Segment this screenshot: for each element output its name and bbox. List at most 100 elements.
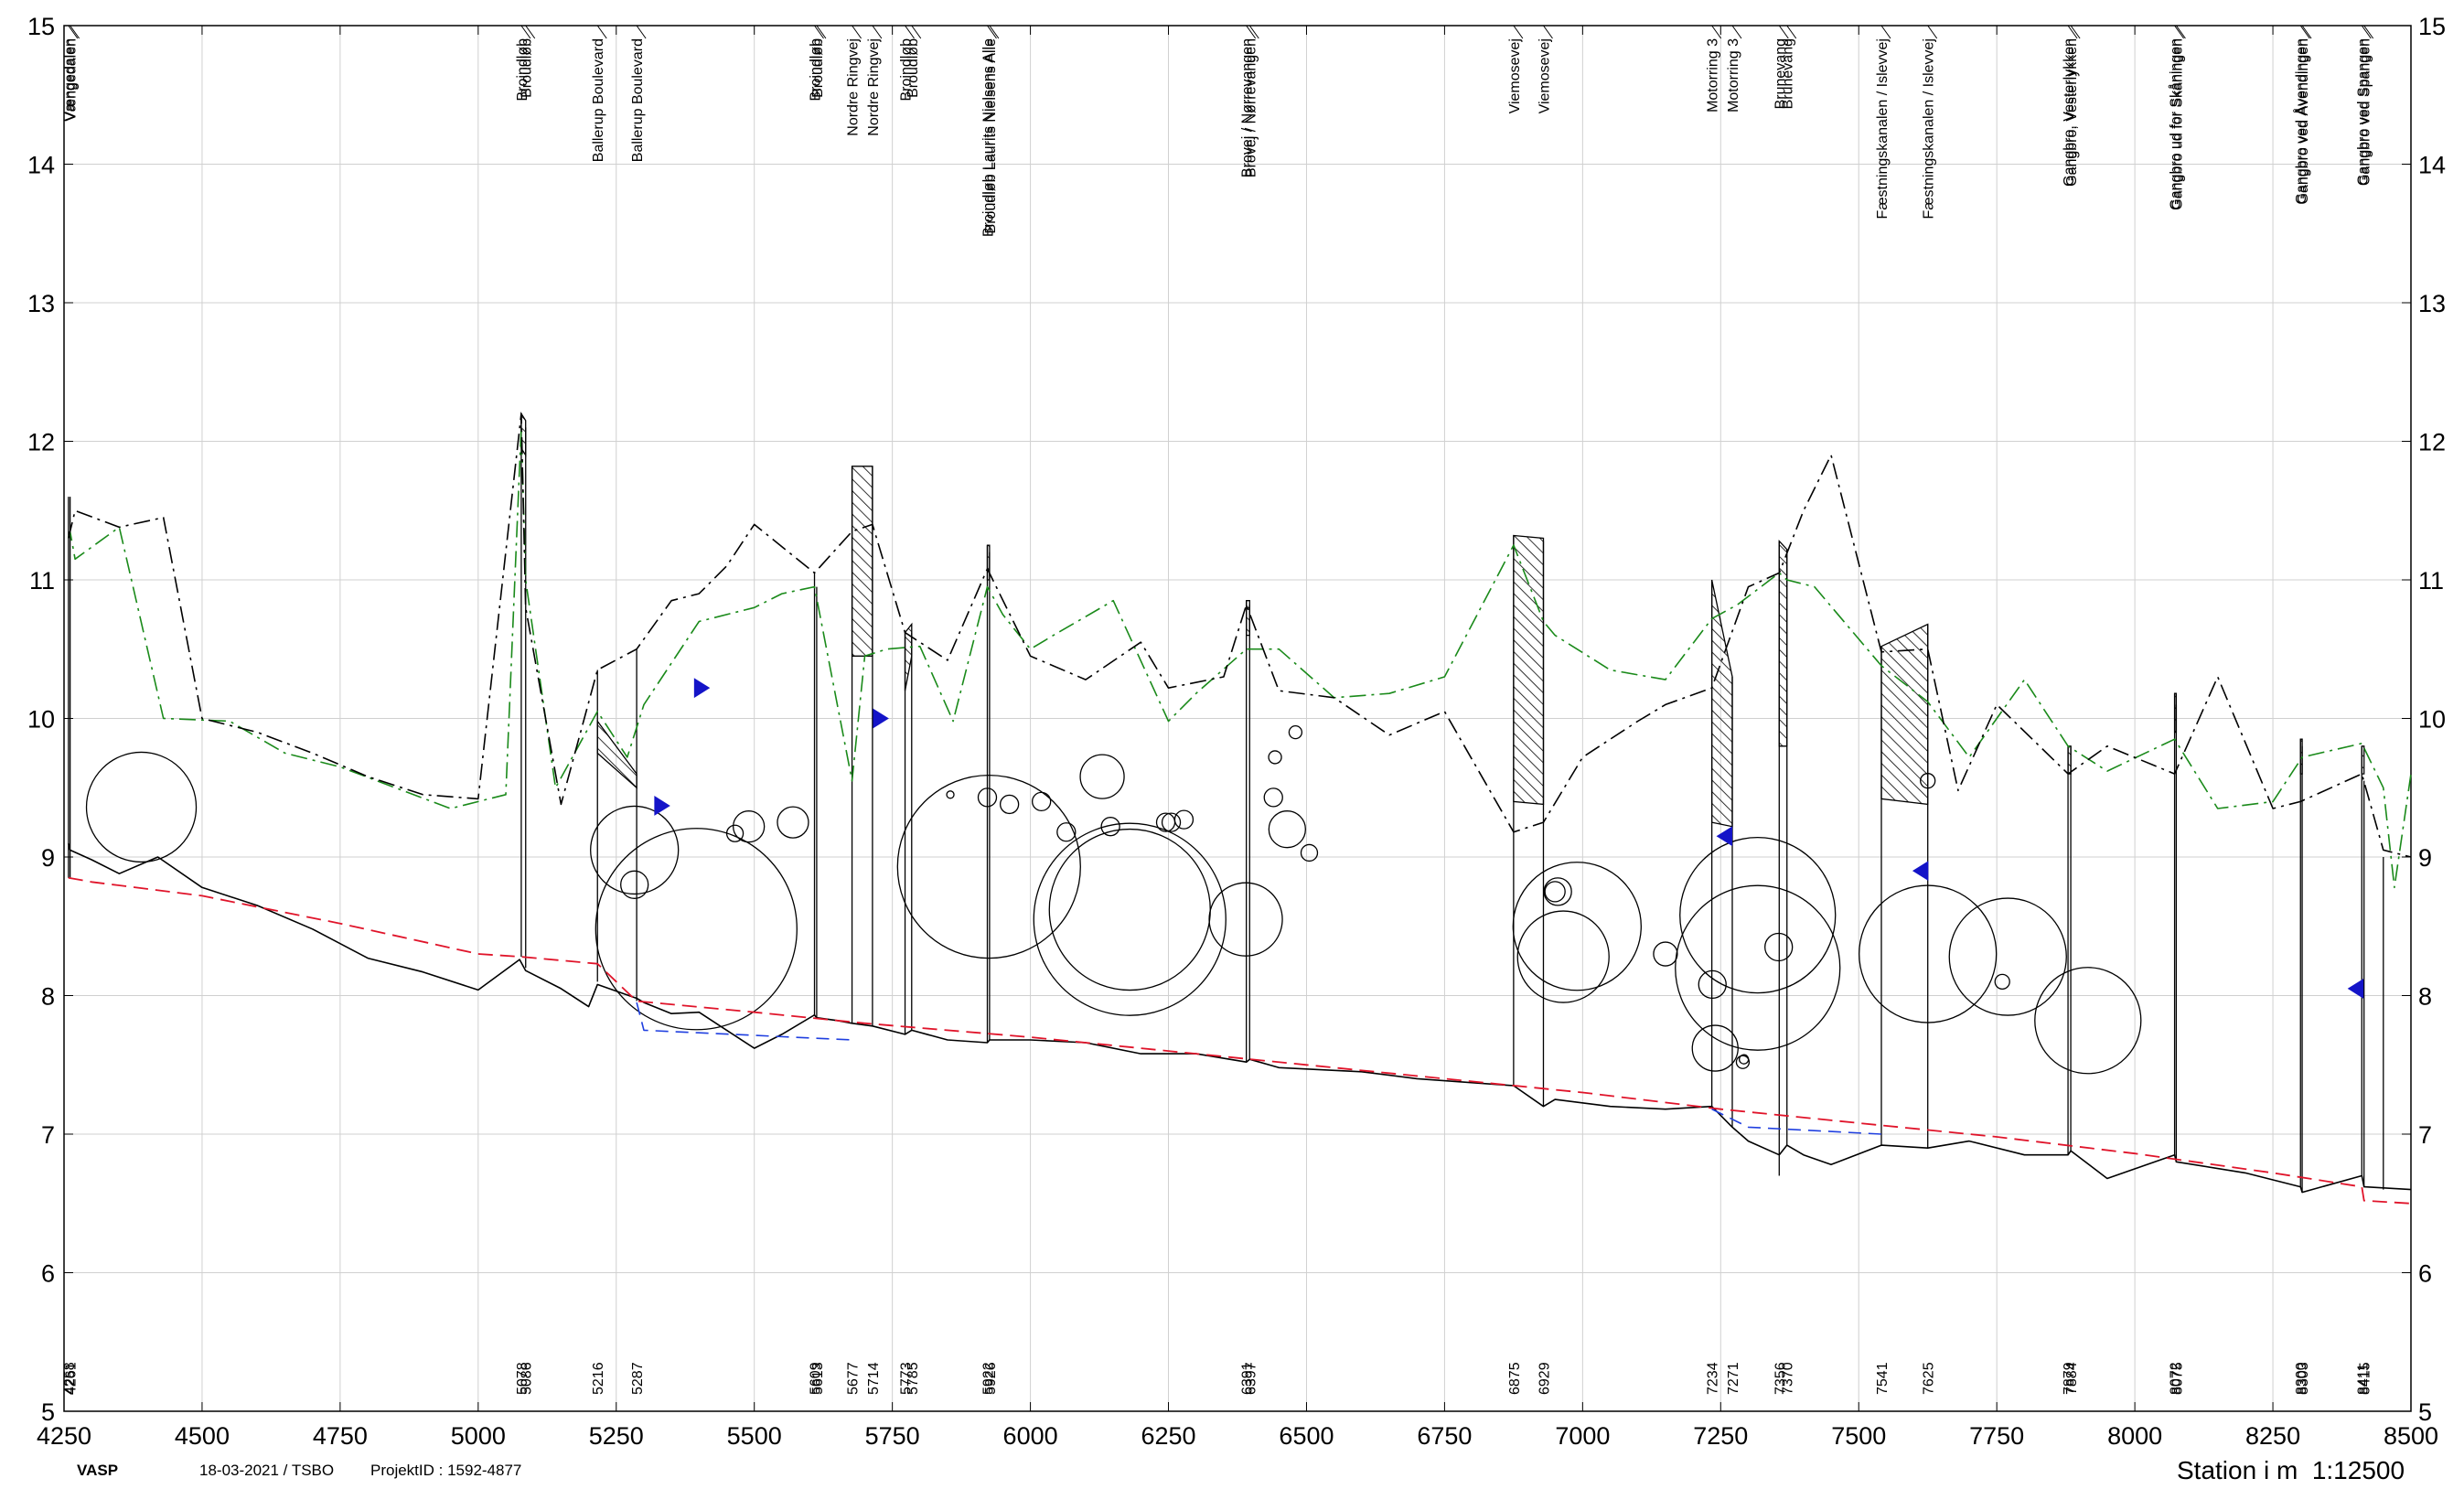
street-label-leader [70,25,80,39]
station-label: 5922 [980,1362,996,1395]
station-label: 4258 [62,1362,78,1395]
y-tick-label-left: 13 [27,290,55,317]
station-label: 5216 [591,1362,606,1395]
water-level-marker [654,796,670,816]
street-label: Gangbro, Vesterlykken [2064,38,2080,187]
hatched-area [2173,692,2178,734]
street-label: Nordre Ringvej [866,38,882,136]
pipe-circle [733,810,766,843]
street-label-leader [852,25,862,39]
street-label: Brovej / Nørrevangen [1243,38,1259,177]
street-label: Viemosevej [1507,38,1523,113]
axis-tick-labels: 4250 4500 4750 5000 5250 5500 5750 6000 6250 6500… [27,13,2446,1450]
y-tick-label-left: 14 [27,152,55,179]
pipe-circle [1155,812,1176,832]
x-tick-label: 6250 [1141,1422,1195,1450]
street-label-leader [911,25,922,39]
station-label: 5926 [983,1362,999,1395]
street-label-leader [816,25,827,39]
pipe-circle [1288,725,1303,740]
y-tick-label-right: 8 [2418,983,2432,1011]
street-label: Broudløb [905,38,921,98]
hatched-area [1246,600,1250,637]
pipe-circle [1994,973,2010,990]
station-label: 6929 [1537,1362,1552,1395]
x-tick-label: 6500 [1279,1422,1334,1450]
y-tick-label-right: 13 [2418,290,2446,317]
pipe-circle [1516,910,1610,1003]
pipe-circle [1173,809,1195,830]
street-label-leader [2067,25,2078,39]
street-label: Ballerup Boulevard [591,38,606,162]
pipe-circle [620,870,649,899]
y-tick-label-right: 6 [2418,1260,2432,1288]
y-tick-label-right: 14 [2418,152,2446,179]
station-label: 7234 [1706,1362,1721,1395]
profile-series [68,412,2412,1205]
water-level-marker [693,678,711,699]
x-tick-label: 8000 [2107,1422,2162,1450]
station-label: 5773 [899,1362,915,1395]
station-label: 5714 [866,1362,882,1395]
street-label: Broindløb [899,38,915,102]
street-label: Brunevang [1781,38,1796,109]
street-label-leader [872,25,883,39]
pipe-circle [1268,810,1306,849]
pipe-circle [1948,897,2067,1016]
pipe-circle [725,824,745,842]
series-blue-dashed [1711,1108,1882,1135]
street-label: Vængedalen [64,38,80,122]
street-label: Nordre Ringvej [846,38,862,136]
station-label: 6397 [1243,1362,1259,1395]
street-label: Vængedalen [62,38,78,122]
station-label: 5078 [515,1362,530,1395]
station-label: 5785 [905,1362,921,1395]
pipe-circle [85,751,198,863]
y-tick-label-right: 5 [2418,1398,2432,1426]
street-label: Broudløb Laurits Nielsens Alle [983,38,999,234]
water-level-marker [873,708,889,729]
footer-project-id: ProjektID : 1592-4877 [370,1462,522,1479]
x-tick-label: 8500 [2384,1422,2438,1450]
y-tick-label-left: 5 [41,1398,55,1426]
pipe-circle [999,794,1020,815]
street-label-leader [1248,25,1259,39]
x-tick-label: 7750 [1969,1422,2024,1450]
station-label: 8075 [2169,1362,2185,1395]
pipe-circle [946,790,955,799]
street-label: Gangbro ud for Skåningen [2168,38,2184,210]
station-label: 7625 [1922,1362,1937,1395]
street-label: Gangbro ved Spangen [2355,38,2371,186]
pipe-circle [1032,791,1052,812]
station-label: 6875 [1507,1362,1523,1395]
pipe-circle [1033,822,1227,1016]
y-tick-label-left: 15 [27,13,55,40]
street-label-leader [2070,25,2081,39]
pipe-circle [1512,862,1642,991]
street-label-leader [636,25,647,39]
x-axis-title: Station i m 1:12500 [2177,1456,2405,1484]
hatched-area [1880,623,1929,806]
street-label: Broindløb Laurits Nielsens Alle [980,38,996,237]
x-tick-label: 8250 [2245,1422,2300,1450]
station-label: 7356 [1773,1362,1788,1395]
pipe-circle [1079,754,1125,799]
hatched-area [904,622,913,691]
street-label: Brovej / Nørrevangen [1240,38,1256,177]
x-tick-label: 5500 [727,1422,782,1450]
pipe-circle [1675,884,1841,1051]
water-level-marker [1716,826,1733,847]
street-label-leader [596,25,607,39]
street-label-leader [987,25,997,39]
pipe-circle [1739,1054,1750,1065]
hatched-areas [520,411,2365,828]
station-label: 5086 [520,1362,535,1395]
pipe-circle [1735,1055,1751,1069]
y-tick-label-right: 7 [2418,1121,2432,1149]
station-label: 7879 [2062,1362,2077,1395]
y-tick-label-right: 12 [2418,429,2446,456]
pipe-circle [1543,877,1572,906]
water-level-marker [1912,861,1929,882]
